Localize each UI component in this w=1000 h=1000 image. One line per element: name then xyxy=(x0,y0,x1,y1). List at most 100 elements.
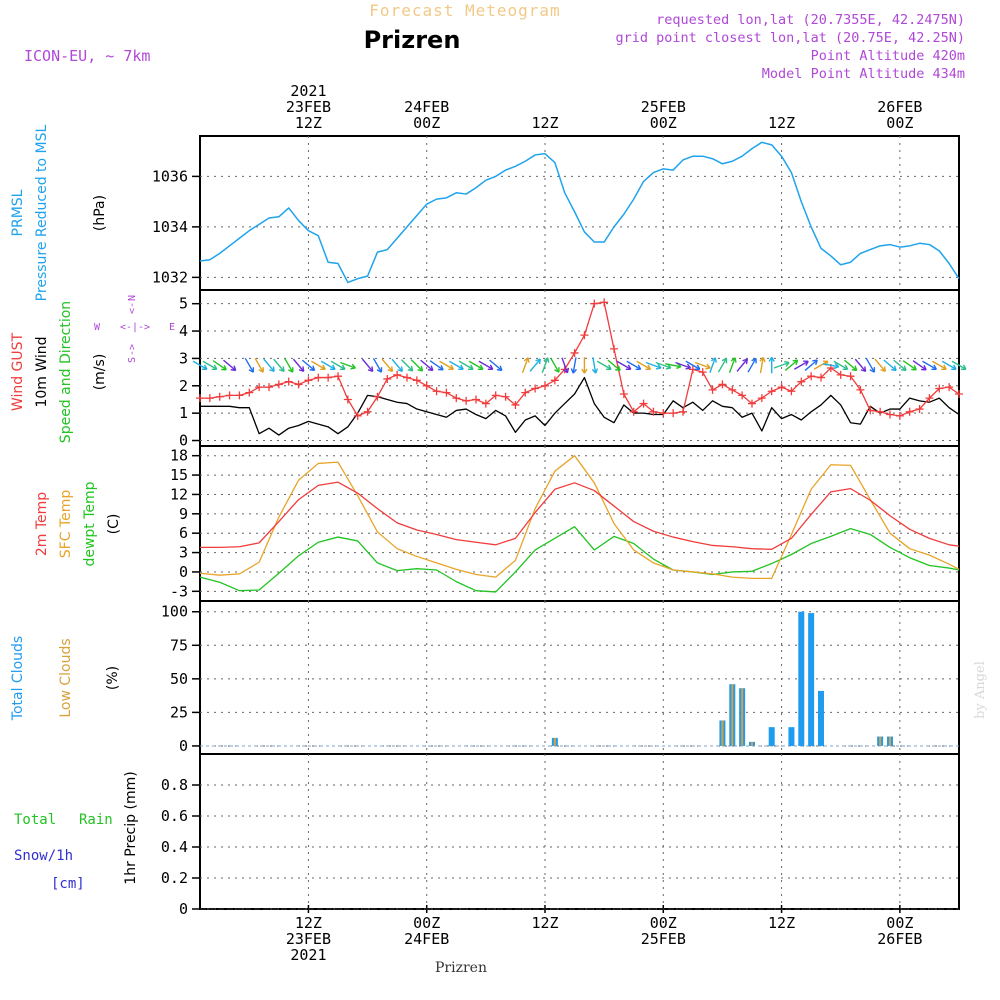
top-tick-label: 25FEB xyxy=(641,98,686,116)
bottom-location-label: Prizren xyxy=(435,960,487,976)
bottom-tick-label: 12Z xyxy=(295,914,322,932)
temp-line-2m-temp xyxy=(200,481,960,550)
wind-compass: N <- W <-|-> E -> S xyxy=(94,295,175,363)
wind-direction-arrow xyxy=(340,361,356,369)
grid-lines xyxy=(200,136,959,910)
gust-marker xyxy=(205,394,214,403)
gust-marker xyxy=(610,344,618,353)
wind-direction-arrowhead xyxy=(477,364,484,371)
temp-line-dewpt-temp xyxy=(199,526,960,593)
wind-direction-arrowhead xyxy=(591,368,599,374)
ytick-label-precip: 0.2 xyxy=(161,869,188,887)
wind-direction-arrowhead xyxy=(615,365,621,372)
gust-marker xyxy=(265,383,273,392)
wind-direction-arrowhead xyxy=(625,364,632,371)
wind-direction-arrow xyxy=(478,360,494,370)
wind-direction-arrow xyxy=(843,359,858,371)
gust-marker xyxy=(679,407,687,416)
wind-direction-arrow xyxy=(874,358,886,372)
clouds-label-unit: (%) xyxy=(105,666,121,690)
wind-direction-arrowhead xyxy=(911,364,917,371)
wind-direction-arrow xyxy=(449,360,464,370)
precip-label-snow: Snow/1h xyxy=(14,848,73,864)
low-cloud-bar xyxy=(553,737,556,746)
ytick-label-temperature: 0 xyxy=(179,563,188,581)
wind-direction-arrowhead xyxy=(330,364,336,371)
wind-direction-arrowhead xyxy=(339,364,346,371)
wind-direction-arrowhead xyxy=(685,363,692,370)
wind-direction-arrow xyxy=(212,360,227,371)
wind-direction-arrow xyxy=(717,357,728,373)
wind-direction-arrow xyxy=(694,361,711,369)
wind-direction-arrowhead xyxy=(230,365,237,372)
clouds-panel-frame xyxy=(199,600,960,755)
wind-direction-arrowhead xyxy=(900,365,907,372)
gust-marker xyxy=(590,299,599,308)
wind-direction-arrowhead xyxy=(635,364,642,371)
wind-gust-line xyxy=(200,301,960,417)
wind-direction-arrowhead xyxy=(880,366,886,373)
wind-direction-arrowhead xyxy=(269,366,275,373)
top-tick-label: 23FEB xyxy=(286,98,331,116)
wind-direction-arrow xyxy=(822,363,839,368)
gust-marker xyxy=(757,394,766,403)
wind-direction-arrow xyxy=(833,360,848,370)
wind-direction-arrow xyxy=(273,358,285,372)
ytick-label-temperature: 9 xyxy=(179,505,188,523)
ytick-label-temperature: 12 xyxy=(170,485,188,503)
wind-direction-arrowhead xyxy=(458,364,464,371)
wind-direction-arrowhead xyxy=(298,366,305,373)
gust-marker xyxy=(629,407,638,416)
wind-direction-arrowhead xyxy=(309,365,316,372)
wind-label-unit: (m/s) xyxy=(92,354,108,391)
gust-marker xyxy=(343,395,352,404)
bottom-tick-label: 25FEB xyxy=(641,930,686,948)
wind-direction-arrowhead xyxy=(417,365,424,372)
wind-direction-arrow xyxy=(784,359,799,371)
wind-direction-arrow xyxy=(655,361,672,369)
wind-direction-arrowhead xyxy=(803,360,809,366)
ytick-label-clouds: 25 xyxy=(170,703,188,721)
ytick-label-temperature: -3 xyxy=(170,582,188,600)
location-title: Prizren xyxy=(364,26,461,54)
top-tick-label: 2021 xyxy=(290,82,326,100)
gust-marker xyxy=(215,392,224,401)
bottom-tick-label: 23FEB xyxy=(286,930,331,948)
gust-marker xyxy=(669,409,678,418)
ytick-label-clouds: 50 xyxy=(170,670,188,688)
compass-west-label: W xyxy=(94,322,101,333)
wind-direction-arrow xyxy=(361,358,374,372)
top-tick-label: 12Z xyxy=(295,114,322,132)
ytick-label-temperature: 3 xyxy=(179,544,188,562)
gust-marker xyxy=(708,385,717,394)
gust-marker xyxy=(738,391,747,400)
ytick-label-clouds: 75 xyxy=(170,636,188,654)
wind-direction-arrowhead xyxy=(792,359,799,366)
wind-direction-arrow xyxy=(372,357,383,373)
wind-direction-arrowhead xyxy=(812,359,818,366)
wind-direction-arrowhead xyxy=(487,364,494,371)
wind-direction-arrowhead xyxy=(751,357,757,364)
wind-direction-arrow xyxy=(439,360,454,370)
clouds-panel-label: Total Clouds Low Clouds (%) xyxy=(10,636,121,721)
wind-direction-arrowhead xyxy=(710,357,717,363)
top-tick-label: 00Z xyxy=(886,114,913,132)
precip-label-total: Total xyxy=(14,812,56,828)
watermark: by Angel xyxy=(973,661,988,719)
gust-marker xyxy=(452,394,461,403)
bottom-tick-label: 12Z xyxy=(768,914,795,932)
gust-marker xyxy=(393,370,402,379)
wind-direction-arrow xyxy=(685,360,701,370)
wind-direction-arrowhead xyxy=(438,364,444,371)
ytick-label-wind: 3 xyxy=(179,349,188,367)
gust-marker xyxy=(748,399,756,408)
gust-marker xyxy=(541,381,549,390)
wind-direction-arrow xyxy=(951,360,967,370)
wind-direction-arrowhead xyxy=(211,364,218,371)
wind-direction-arrow xyxy=(941,360,957,370)
low-cloud-bar xyxy=(879,736,882,746)
axis-ticks: 202123FEB12Z12Z23FEB202124FEB00Z00Z24FEB… xyxy=(152,82,923,964)
gust-marker xyxy=(363,407,372,416)
wind-direction-arrowhead xyxy=(931,364,937,371)
wind-direction-arrow xyxy=(912,360,927,371)
